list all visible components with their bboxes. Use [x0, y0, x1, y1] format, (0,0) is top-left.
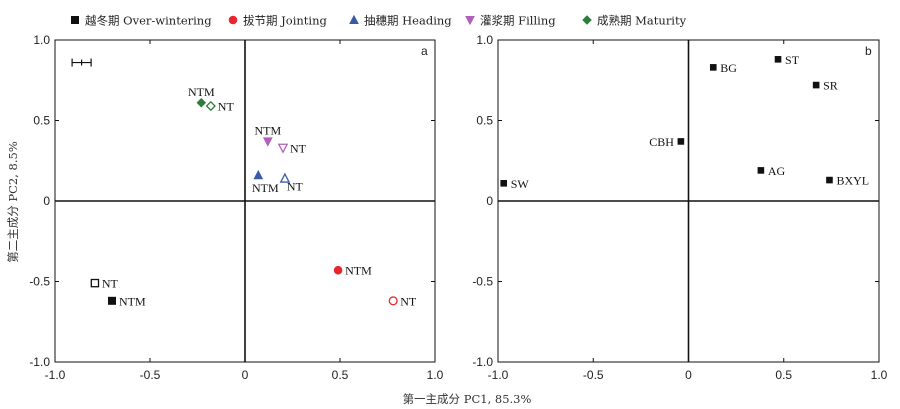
- legend-marker: [465, 15, 475, 26]
- x-tick-label: 0.5: [332, 368, 349, 382]
- data-point: [279, 172, 291, 183]
- y-tick-label: 0.5: [33, 114, 50, 128]
- legend: 越冬期 Over-wintering 拔节期 Jointing 抽穗期 Headin…: [71, 14, 687, 28]
- x-tick-label: 0: [685, 368, 692, 382]
- point-label: BXYL: [836, 174, 869, 188]
- point-label: NTM: [252, 181, 279, 195]
- data-point: [196, 98, 207, 108]
- data-point: [262, 137, 273, 147]
- data-point: [333, 265, 343, 275]
- point-label: NT: [400, 294, 417, 308]
- x-tick-label: 1.0: [871, 368, 888, 382]
- data-point: [205, 100, 216, 112]
- panel-a: -1.0 -0.5 0 0.5 1.0-1.0-0.500.51.0aNTNTMNTMN…: [29, 33, 443, 382]
- data-point: [677, 138, 685, 145]
- legend-label: 越冬期 Over-wintering: [85, 14, 212, 28]
- point-label: NT: [287, 179, 304, 193]
- data-point: [388, 296, 398, 306]
- data-point: [500, 179, 508, 187]
- x-tick-label: 0: [242, 368, 249, 382]
- legend-marker: [349, 14, 359, 25]
- legend-label: 拔节期 Jointing: [243, 14, 327, 28]
- legend-label: 成熟期 Maturity: [597, 14, 687, 28]
- data-point: [826, 176, 833, 184]
- data-point: [277, 143, 289, 154]
- legend-marker: [582, 15, 592, 25]
- legend-label: 灌浆期 Filling: [480, 14, 556, 28]
- y-tick-label: -0.5: [472, 275, 493, 289]
- panel-label: b: [865, 44, 872, 58]
- panel-label: a: [421, 44, 428, 58]
- point-label: ST: [785, 53, 800, 67]
- y-tick-label: 1.0: [476, 33, 493, 47]
- y-tick-label: 0: [43, 194, 50, 208]
- point-label: NTM: [119, 294, 146, 308]
- point-label: NTM: [254, 123, 281, 137]
- point-label: SR: [823, 79, 838, 93]
- x-axis-label: 第一主成分 PC1, 85.3%: [403, 392, 532, 406]
- point-label: NTM: [345, 264, 372, 278]
- y-tick-label: -1.0: [29, 355, 50, 369]
- point-label: NT: [218, 100, 235, 114]
- data-point: [812, 81, 820, 89]
- legend-marker: [71, 15, 80, 24]
- data-point: [253, 169, 264, 180]
- y-axis-label: 第二主成分 PC2, 8.5%: [6, 141, 20, 263]
- data-point: [709, 64, 717, 71]
- data-point: [774, 56, 782, 63]
- data-point: [90, 278, 100, 288]
- x-tick-label: -0.5: [583, 368, 604, 382]
- point-label: NTM: [188, 85, 215, 99]
- legend-label: 抽穗期 Heading: [364, 14, 452, 28]
- error-bar: [71, 58, 92, 67]
- y-tick-label: 1.0: [33, 33, 50, 47]
- data-point: [757, 167, 765, 174]
- point-label: NT: [290, 141, 307, 155]
- x-tick-label: 1.0: [427, 368, 444, 382]
- point-label: BG: [720, 61, 737, 75]
- point-label: AG: [768, 164, 786, 178]
- data-point: [108, 296, 117, 305]
- point-label: NT: [102, 277, 119, 291]
- x-tick-label: 0.5: [775, 368, 792, 382]
- x-tick-label: -1.0: [488, 368, 509, 382]
- x-tick-label: -1.0: [45, 368, 66, 382]
- y-tick-label: 0.5: [476, 114, 493, 128]
- y-tick-label: 0: [486, 194, 493, 208]
- point-label: CBH: [649, 135, 674, 149]
- panel-b: -1.0 -0.5 0 0.5 1.0 -1.0 -0.5 0 0.5 1.0 b BG ST SR CBH…: [472, 33, 887, 382]
- y-tick-label: -0.5: [29, 275, 50, 289]
- point-label: SW: [511, 177, 530, 191]
- legend-marker: [228, 15, 238, 25]
- x-tick-label: -0.5: [140, 368, 161, 382]
- y-tick-label: -1.0: [472, 355, 493, 369]
